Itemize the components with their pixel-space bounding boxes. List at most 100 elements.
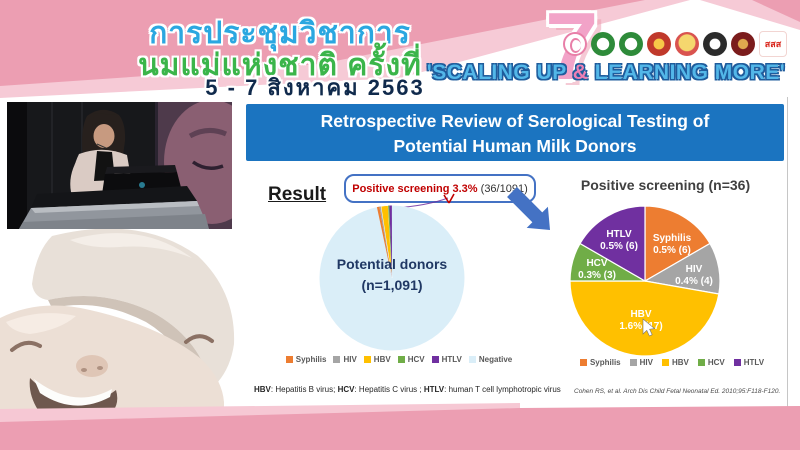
baby-left-eye <box>10 340 42 352</box>
legend-item-htlv: HTLV <box>733 358 765 367</box>
header-pink-bands <box>0 0 800 98</box>
abbreviation-footnote: HBV: Hepatitis B virus; HCV: Hepatitis C… <box>254 385 561 394</box>
legend-item-htlv: HTLV <box>431 355 462 364</box>
presenter-video-feed <box>7 100 260 229</box>
mouse-cursor-icon <box>642 318 656 337</box>
baby-nose <box>76 355 108 377</box>
conference-slogan: 'SCALING UP & LEARNING MORE' <box>412 61 800 85</box>
right-pie-slices <box>569 205 721 357</box>
syphilis-swatch-icon <box>579 359 587 366</box>
presenter-face <box>93 124 115 148</box>
dark-pink-band <box>0 0 645 86</box>
legend-item-syphilis: Syphilis <box>285 355 327 364</box>
legend-label: Negative <box>478 355 513 364</box>
hiv-swatch-icon <box>629 359 637 366</box>
right-pie-hbv-slice <box>569 280 720 357</box>
conference-header: การประชุมวิชาการ นมแม่แห่งชาติ ครั้งที่ … <box>0 0 800 100</box>
slogan-prefix: 'SCALING UP <box>426 61 573 84</box>
hbv-slice-label: HBV 1.6% (17) <box>619 309 662 332</box>
right-pie-slice-labels: Syphilis 0.5% (6) HIV 0.4% (4) HBV 1.6% (17… <box>578 229 713 332</box>
legend-label: HTLV <box>441 355 462 364</box>
laptop-logo <box>139 182 145 188</box>
right-pie-htlv-slice <box>579 205 646 283</box>
baby-teeth <box>34 379 112 406</box>
baby-hat <box>32 228 235 388</box>
hbv-swatch-icon <box>363 356 371 363</box>
left-pie-center-line1: Potential donors <box>336 256 448 272</box>
legend-item-hcv: HCV <box>397 355 425 364</box>
arrow-icon <box>507 187 550 230</box>
baby-hat-highlight <box>70 233 192 258</box>
left-pie-center-label: Potential donors (n=1,091) <box>317 254 467 296</box>
footnote-text: : Hepatitis B virus; <box>270 385 338 394</box>
slogan-suffix: LEARNING MORE' <box>588 61 786 84</box>
stage-wall-left <box>7 102 27 229</box>
screen-edge <box>155 102 158 229</box>
slide-title-line2: Potential Human Milk Donors <box>393 136 637 157</box>
htlv-swatch-icon <box>431 356 439 363</box>
legend-item-hiv: HIV <box>629 358 653 367</box>
citation: Cohen RS, et al. Arch Dis Child Fetal Ne… <box>574 388 781 395</box>
department-of-health-logo <box>619 32 643 56</box>
dark-pink-stripe <box>0 406 800 450</box>
hcv-swatch-icon <box>697 359 705 366</box>
legend-item-hbv: HBV <box>661 358 689 367</box>
legend-item-hcv: HCV <box>697 358 725 367</box>
left-pie-hiv-slice <box>379 206 392 278</box>
baby-nostril <box>81 368 87 372</box>
royal-college-crest-logo <box>675 32 699 56</box>
baby-nostril <box>97 366 103 370</box>
callout-highlight: Positive screening 3.3% <box>352 182 478 195</box>
legend-label: Syphilis <box>295 355 327 364</box>
slide-title-line1: Retrospective Review of Serological Test… <box>320 111 710 131</box>
ministry-of-public-health-logo <box>591 32 615 56</box>
podium-top <box>31 186 197 208</box>
footnote-text: : Hepatitis C virus ; <box>354 385 424 394</box>
legend-item-negative: Negative <box>468 355 513 364</box>
baby-photo-art <box>0 228 235 424</box>
organizer-logo-row: สสส <box>563 29 797 59</box>
result-heading: Result <box>268 184 327 205</box>
positive-screening-callout: Positive screening 3.3% (36/1091) <box>344 174 536 203</box>
right-pie-legend: Syphilis HIV HBV HCV HTLV <box>562 358 782 367</box>
presenter-fringe <box>92 113 116 126</box>
hcv-slice-label: HCV 0.3% (3) <box>578 258 616 281</box>
legend-item-hiv: HIV <box>333 355 357 364</box>
dark-pink-corner <box>752 0 800 22</box>
screen-baby-brow <box>188 128 228 139</box>
podium-front-highlight <box>31 201 199 213</box>
footnote-htlv: HTLV <box>423 385 445 394</box>
legend-label: HTLV <box>743 358 765 367</box>
presenter-video-scene <box>7 100 260 229</box>
university-crest-logo <box>647 32 671 56</box>
right-pie-chart: Syphilis 0.5% (6) HIV 0.4% (4) HBV 1.6% (17… <box>569 205 721 357</box>
htlv-swatch-icon <box>733 359 741 366</box>
laptop-lid-edge <box>105 165 177 174</box>
conference-title-line1: การประชุมวิชาการ <box>149 17 411 50</box>
arrow-shape <box>507 187 550 230</box>
conference-title-line2: นมแม่แห่งชาติ ครั้งที่ <box>138 49 422 82</box>
thaihealth-sss-logo: สสส <box>759 31 787 57</box>
legend-item-syphilis: Syphilis <box>579 358 621 367</box>
footnote-hcv: HCV <box>337 385 355 394</box>
breastfeeding-foundation-logo <box>563 32 587 56</box>
footnote-text: : human T cell lymphotropic virus <box>444 385 561 394</box>
hiv-slice-label: HIV 0.4% (4) <box>675 264 713 287</box>
legend-label: HCV <box>707 358 725 367</box>
right-pie-syphilis-slice <box>644 205 711 283</box>
hcv-swatch-icon <box>397 356 405 363</box>
legend-label: Syphilis <box>589 358 621 367</box>
left-pie-syphilis-slice <box>376 206 392 278</box>
syphilis-slice-label: Syphilis 0.5% (6) <box>653 233 692 256</box>
left-pie-center-line2: (n=1,091) <box>361 277 423 293</box>
legend-label: HCV <box>407 355 425 364</box>
stage-panel-seam <box>51 102 53 229</box>
podium-front-shade <box>19 214 209 229</box>
legend-label: HIV <box>639 358 653 367</box>
bottom-pink-band <box>0 403 800 450</box>
left-pie-legend: Syphilis HIV HBV HCV HTLV Negative <box>274 355 524 364</box>
conference-dates: 5 - 7 สิงหาคม 2563 <box>205 75 425 100</box>
baby-right-eye <box>184 334 214 344</box>
screen-baby-eye <box>191 160 224 170</box>
